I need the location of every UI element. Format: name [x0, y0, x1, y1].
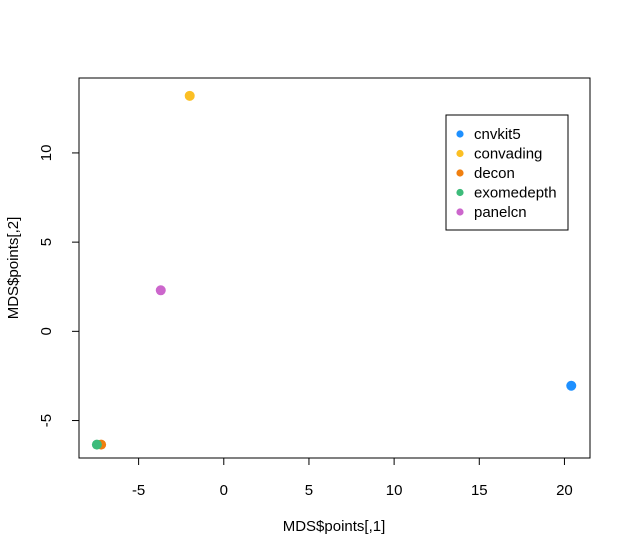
data-point-cnvkit5 [566, 380, 577, 391]
legend-label-convading: convading [474, 146, 542, 163]
y-tick-label: 5 [38, 238, 55, 246]
x-tick-label: 0 [220, 482, 228, 499]
x-tick-label: 15 [471, 482, 488, 499]
y-tick-label: 0 [38, 327, 55, 335]
y-tick-label: -5 [38, 414, 55, 427]
legend-marker-exomedepth [456, 188, 464, 197]
legend-marker-decon [456, 169, 464, 177]
x-tick-label: -5 [132, 482, 145, 499]
legend: cnvkit5 convading decon exomedepth panelcn [445, 114, 569, 231]
legend-marker-panelcn [456, 208, 464, 216]
x-axis: -5 0 5 10 15 20 [132, 457, 573, 499]
data-point-panelcn [155, 285, 166, 296]
legend-marker-convading [456, 149, 464, 158]
y-axis-label: MDS$points[,2] [5, 217, 22, 320]
legend-label-cnvkit5: cnvkit5 [474, 126, 521, 143]
data-point-convading [184, 90, 195, 101]
legend-box [445, 114, 569, 231]
x-axis-label: MDS$points[,1] [283, 518, 386, 535]
y-tick-label: 10 [38, 145, 55, 162]
legend-marker-cnvkit5 [456, 130, 464, 138]
legend-label-decon: decon [474, 165, 515, 182]
data-point-exomedepth [91, 439, 102, 450]
legend-label-exomedepth: exomedepth [474, 185, 557, 202]
legend-label-panelcn: panelcn [474, 204, 527, 221]
x-tick-label: 5 [305, 482, 313, 499]
x-tick-label: 20 [556, 482, 573, 499]
y-axis: -5 0 5 10 [38, 145, 80, 427]
data-points [91, 90, 577, 450]
x-tick-label: 10 [386, 482, 403, 499]
